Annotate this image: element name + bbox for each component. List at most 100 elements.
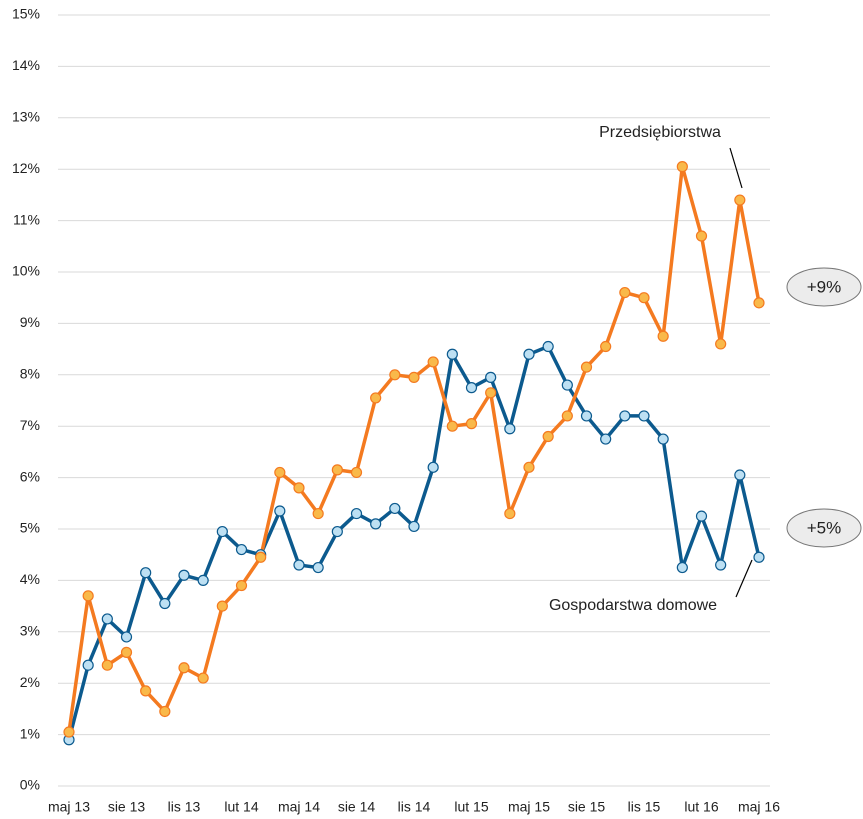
point <box>331 525 343 538</box>
point <box>580 361 593 373</box>
point <box>465 418 478 430</box>
point <box>657 433 669 445</box>
y-tick-label: 6% <box>20 468 40 484</box>
point <box>504 423 516 435</box>
point <box>312 507 324 520</box>
y-tick-label: 0% <box>20 777 40 793</box>
point <box>600 340 612 353</box>
point <box>312 561 324 574</box>
y-tick-label: 7% <box>20 417 40 433</box>
point <box>465 382 478 394</box>
point <box>197 672 209 684</box>
x-tick-label: maj 15 <box>508 799 550 815</box>
point <box>178 662 190 674</box>
point <box>293 559 305 571</box>
series-label: Gospodarstwa domowe <box>549 597 717 614</box>
x-tick-label: maj 16 <box>738 799 780 815</box>
y-tick-label: 12% <box>12 160 40 176</box>
x-tick-label: sie 15 <box>568 799 606 815</box>
badge <box>786 508 862 548</box>
point <box>600 433 612 445</box>
series-line <box>67 164 761 733</box>
point <box>235 579 248 592</box>
series-line <box>67 344 761 741</box>
point <box>485 371 497 383</box>
x-tick-label: lut 16 <box>684 799 718 815</box>
point <box>274 505 286 517</box>
point <box>523 348 535 360</box>
point <box>370 518 382 530</box>
point <box>389 502 401 515</box>
x-tick-label: maj 13 <box>48 799 90 815</box>
point <box>101 613 113 625</box>
y-tick-label: 15% <box>12 6 40 22</box>
point <box>140 567 152 579</box>
badge-label: +9% <box>807 277 842 296</box>
point <box>159 705 171 718</box>
point <box>695 510 708 522</box>
badge <box>786 267 862 307</box>
point <box>331 464 343 476</box>
series-label: Przedsiębiorstwa <box>599 124 721 141</box>
point <box>216 525 228 538</box>
leader-line <box>729 147 743 189</box>
x-tick-label: sie 14 <box>338 799 376 815</box>
point <box>274 466 286 479</box>
leader-line <box>735 559 753 598</box>
point <box>561 410 573 422</box>
point <box>82 590 94 602</box>
point <box>216 600 228 612</box>
point <box>370 392 382 404</box>
point <box>753 297 765 309</box>
y-tick-label: 13% <box>12 109 40 125</box>
point <box>82 659 94 671</box>
point <box>523 461 535 473</box>
y-tick-label: 2% <box>20 674 40 690</box>
point <box>676 561 688 574</box>
point <box>101 659 113 671</box>
point <box>408 371 420 383</box>
point <box>427 356 439 368</box>
point <box>197 574 209 587</box>
point <box>446 348 458 360</box>
y-tick-label: 14% <box>12 57 40 73</box>
point <box>619 286 631 299</box>
point <box>159 597 171 610</box>
point <box>485 387 497 399</box>
point <box>389 369 401 381</box>
point <box>638 410 650 422</box>
y-tick-label: 10% <box>12 263 40 279</box>
point <box>715 338 727 350</box>
point <box>715 559 727 571</box>
x-tick-label: lis 13 <box>168 799 201 815</box>
x-tick-label: sie 13 <box>108 799 146 815</box>
point <box>619 410 631 422</box>
point <box>140 685 152 697</box>
point <box>350 507 363 520</box>
point <box>350 466 363 479</box>
x-tick-label: maj 14 <box>278 799 320 815</box>
y-tick-label: 11% <box>13 211 40 227</box>
point <box>734 194 746 206</box>
badge-label: +5% <box>807 518 842 537</box>
y-tick-label: 4% <box>20 571 40 587</box>
point <box>657 330 669 342</box>
point <box>293 482 305 494</box>
x-tick-label: lis 14 <box>398 799 431 815</box>
point <box>504 507 516 520</box>
point <box>695 230 708 242</box>
y-tick-label: 1% <box>20 725 40 741</box>
point <box>408 520 420 533</box>
x-tick-label: lut 14 <box>224 799 258 815</box>
point <box>753 551 765 563</box>
point <box>235 543 248 556</box>
point <box>676 161 688 173</box>
point <box>580 410 593 422</box>
point <box>178 569 190 581</box>
point <box>446 420 458 432</box>
point <box>255 551 267 563</box>
y-tick-label: 9% <box>20 314 40 330</box>
point <box>63 726 75 738</box>
point <box>120 631 133 643</box>
